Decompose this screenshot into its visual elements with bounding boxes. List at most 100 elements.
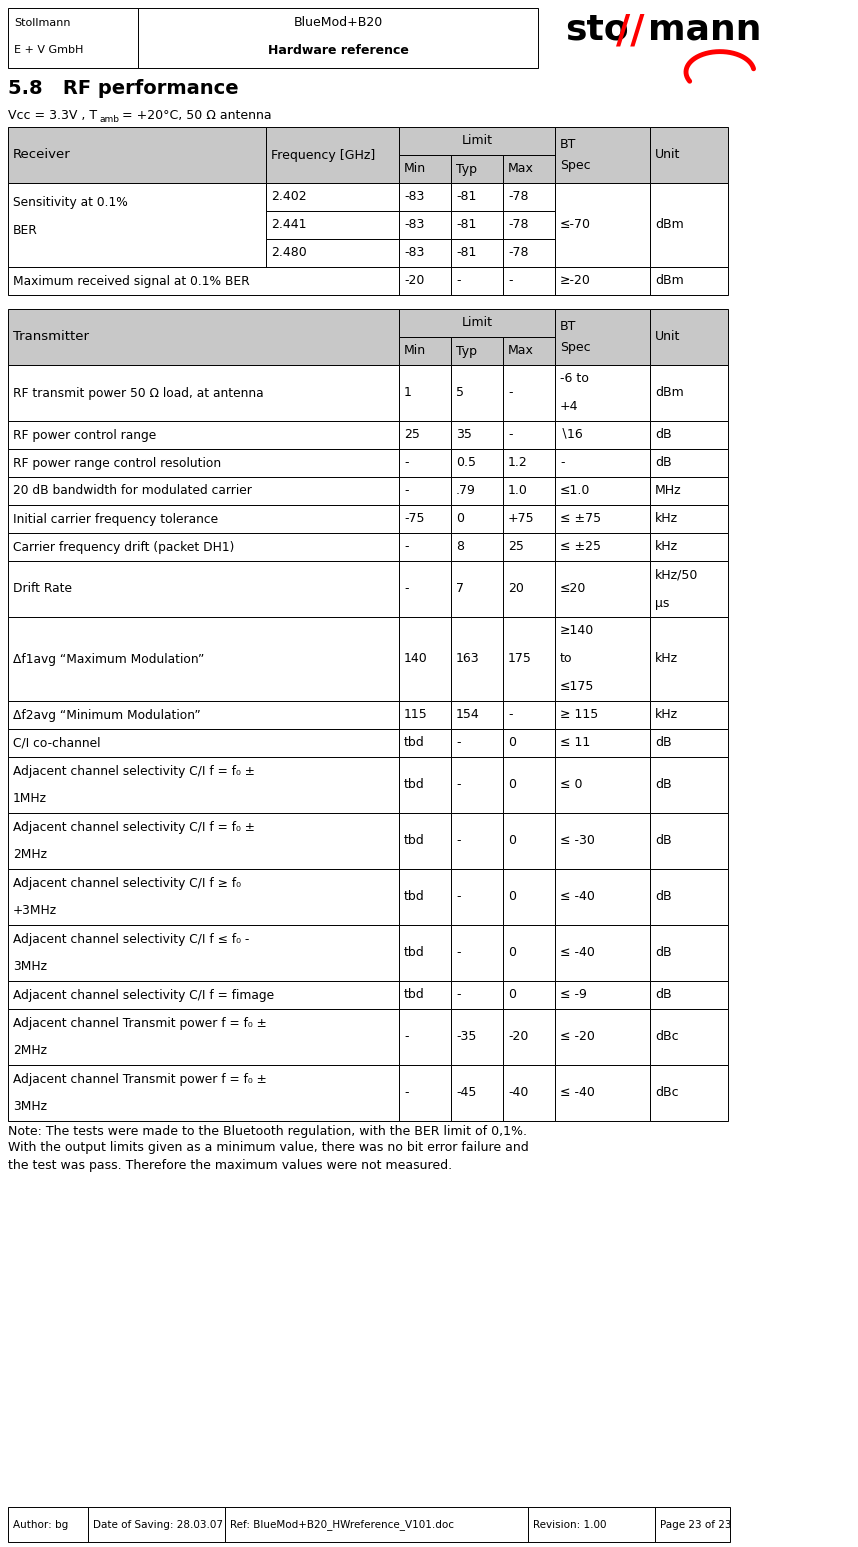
Text: to: to (560, 653, 572, 665)
Text: Adjacent channel selectivity C/I f = f₀ ±: Adjacent channel selectivity C/I f = f₀ … (13, 820, 255, 834)
Bar (503, 183, 555, 210)
Text: tbd: tbd (404, 989, 425, 1001)
Bar (8, 309, 399, 365)
Text: Unit: Unit (655, 331, 680, 343)
Bar (8, 617, 399, 701)
Bar (655, 1507, 730, 1542)
Text: 2MHz: 2MHz (13, 1044, 47, 1058)
Bar (399, 814, 451, 869)
Text: dB: dB (655, 429, 672, 441)
Bar (8, 981, 399, 1009)
Bar (503, 534, 555, 562)
Bar (451, 756, 503, 814)
Bar (503, 365, 555, 421)
Text: 3MHz: 3MHz (13, 961, 47, 973)
Text: kHz: kHz (655, 709, 678, 721)
Text: Author: bg: Author: bg (13, 1519, 69, 1530)
Bar (8, 701, 399, 729)
Bar (503, 1009, 555, 1064)
Bar (399, 155, 451, 183)
Bar (650, 756, 728, 814)
Bar (503, 925, 555, 981)
Bar (451, 981, 503, 1009)
Bar (650, 476, 728, 504)
Text: 2.480: 2.480 (271, 246, 307, 260)
Text: 2.441: 2.441 (271, 218, 306, 232)
Text: 154: 154 (456, 709, 480, 721)
Text: Adjacent channel selectivity C/I f ≤ f₀ -: Adjacent channel selectivity C/I f ≤ f₀ … (13, 933, 250, 945)
Text: 2MHz: 2MHz (13, 848, 47, 862)
Text: ≤ 11: ≤ 11 (560, 736, 590, 749)
Text: Date of Saving: 28.03.07: Date of Saving: 28.03.07 (93, 1519, 223, 1530)
Text: 115: 115 (404, 709, 428, 721)
Text: Adjacent channel selectivity C/I f ≥ f₀: Adjacent channel selectivity C/I f ≥ f₀ (13, 877, 241, 890)
Bar (451, 183, 503, 210)
Text: the test was pass. Therefore the maximum values were not measured.: the test was pass. Therefore the maximum… (8, 1159, 452, 1171)
Bar (399, 925, 451, 981)
Text: 3MHz: 3MHz (13, 1100, 47, 1114)
Bar (399, 449, 451, 476)
Text: ≤175: ≤175 (560, 681, 595, 693)
Text: With the output limits given as a minimum value, there was no bit error failure : With the output limits given as a minimu… (8, 1142, 529, 1154)
Text: 5: 5 (456, 387, 464, 399)
Bar (451, 925, 503, 981)
Bar (503, 756, 555, 814)
Text: dBm: dBm (655, 274, 684, 288)
Bar (555, 268, 650, 295)
Text: 0.5: 0.5 (456, 456, 476, 469)
Bar (650, 309, 728, 365)
Text: ≤ 0: ≤ 0 (560, 778, 583, 792)
Text: 1MHz: 1MHz (13, 792, 47, 806)
Text: ≥140: ≥140 (560, 625, 595, 637)
Text: Sensitivity at 0.1%: Sensitivity at 0.1% (13, 196, 128, 209)
Bar (650, 925, 728, 981)
Text: sto: sto (565, 12, 629, 46)
Bar (451, 449, 503, 476)
Text: +4: +4 (560, 401, 578, 413)
Bar (8, 421, 399, 449)
Bar (8, 365, 399, 421)
Text: Revision: 1.00: Revision: 1.00 (533, 1519, 607, 1530)
Text: Receiver: Receiver (13, 149, 70, 161)
Text: Typ: Typ (456, 162, 477, 175)
Text: -78: -78 (508, 218, 529, 232)
Bar (555, 869, 650, 925)
Bar (138, 8, 538, 68)
Text: Δf2avg “Minimum Modulation”: Δf2avg “Minimum Modulation” (13, 709, 201, 721)
Text: Max: Max (508, 162, 534, 175)
Bar (555, 756, 650, 814)
Text: -: - (404, 583, 408, 596)
Bar (399, 365, 451, 421)
Text: tbd: tbd (404, 834, 425, 848)
Text: BT: BT (560, 138, 577, 150)
Text: tbd: tbd (404, 736, 425, 749)
Bar (503, 268, 555, 295)
Text: kHz: kHz (655, 540, 678, 554)
Bar (8, 534, 399, 562)
Bar (8, 1507, 88, 1542)
Text: ≤ -30: ≤ -30 (560, 834, 595, 848)
Text: ≥ 115: ≥ 115 (560, 709, 598, 721)
Text: dBm: dBm (655, 387, 684, 399)
Bar (650, 1009, 728, 1064)
Text: ≥-20: ≥-20 (560, 274, 591, 288)
Text: -: - (508, 387, 512, 399)
Bar (650, 421, 728, 449)
Text: BER: BER (13, 224, 38, 237)
Bar (451, 1009, 503, 1064)
Bar (503, 729, 555, 756)
Bar (451, 814, 503, 869)
Text: -: - (404, 456, 408, 469)
Text: dBc: dBc (655, 1030, 679, 1044)
Bar (503, 981, 555, 1009)
Text: -75: -75 (404, 512, 425, 526)
Bar (555, 183, 650, 268)
Bar (8, 814, 399, 869)
Bar (503, 476, 555, 504)
Text: Frequency [GHz]: Frequency [GHz] (271, 149, 375, 161)
Text: ≤ ±75: ≤ ±75 (560, 512, 601, 526)
Text: +3MHz: +3MHz (13, 905, 57, 917)
Text: Stollmann: Stollmann (14, 19, 70, 28)
Text: Δf1avg “Maximum Modulation”: Δf1avg “Maximum Modulation” (13, 653, 204, 665)
Bar (650, 268, 728, 295)
